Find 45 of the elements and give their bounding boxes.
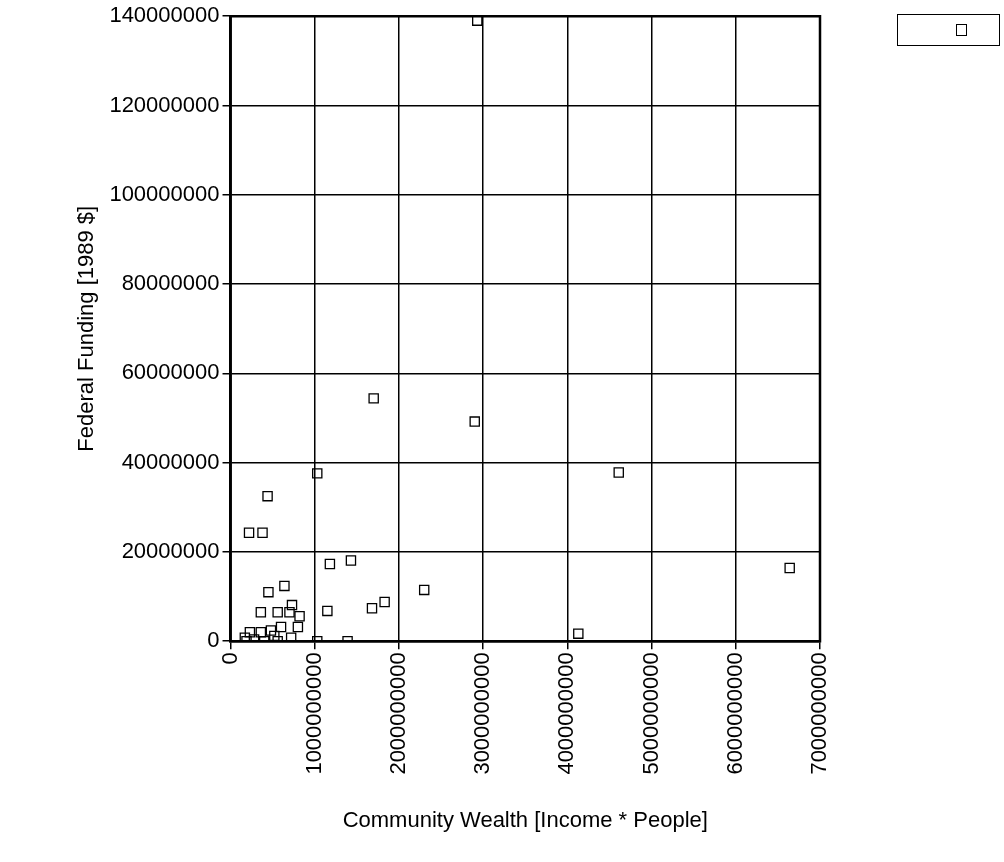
y-tick-label: 100000000 xyxy=(109,180,220,206)
point xyxy=(784,562,795,574)
point xyxy=(262,490,273,502)
point xyxy=(244,627,256,638)
x-tick-label: 3000000000 xyxy=(469,652,495,775)
point xyxy=(255,627,267,638)
y-tick-label: 0 xyxy=(207,627,220,653)
x-tick-label: 7000000000 xyxy=(806,652,832,775)
point xyxy=(263,586,274,598)
x-tick-label: 5000000000 xyxy=(637,652,663,775)
point xyxy=(366,602,378,614)
point xyxy=(312,468,323,479)
x-tick-label: 6000000000 xyxy=(721,652,747,775)
x-tick-label: 0 xyxy=(216,652,242,665)
x-axis-title: Community Wealth [Income * People] xyxy=(342,806,708,832)
point xyxy=(284,606,295,618)
point xyxy=(286,599,298,611)
point xyxy=(272,606,283,618)
y-tick-label: 40000000 xyxy=(121,448,220,474)
point xyxy=(345,555,357,566)
point xyxy=(257,527,268,538)
point xyxy=(279,580,290,592)
y-tick-label: 120000000 xyxy=(109,91,220,117)
point xyxy=(265,625,277,636)
point xyxy=(613,467,624,478)
x-tick-label: 1000000000 xyxy=(300,652,326,775)
point xyxy=(379,596,390,608)
point xyxy=(255,606,267,618)
point xyxy=(418,584,430,596)
point xyxy=(469,416,480,427)
x-tick-label: 2000000000 xyxy=(385,652,410,775)
y-tick-label: 80000000 xyxy=(121,270,220,296)
point xyxy=(294,611,305,622)
y-tick-label: 60000000 xyxy=(121,359,220,385)
x-tick-label: 4000000000 xyxy=(553,652,579,775)
point xyxy=(292,621,304,633)
y-axis-title: Federal Funding [1989 $] xyxy=(73,205,99,452)
y-tick-label: 140000000 xyxy=(109,2,220,28)
point xyxy=(275,621,287,633)
point xyxy=(322,605,333,617)
point xyxy=(243,527,255,538)
point xyxy=(324,558,336,570)
y-tick-label: 20000000 xyxy=(121,538,220,564)
point xyxy=(368,393,379,404)
point xyxy=(573,628,584,639)
